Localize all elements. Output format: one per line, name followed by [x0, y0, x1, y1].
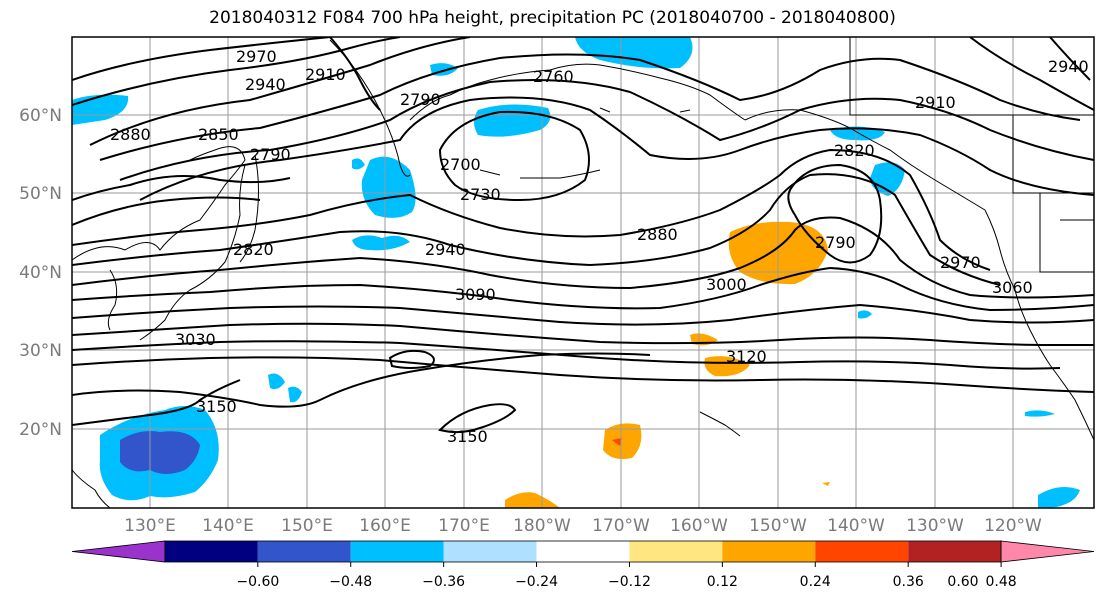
contour-label: 2700: [440, 155, 481, 174]
colorbar-segment: [722, 541, 816, 562]
lon-label: 120°W: [984, 516, 1042, 536]
colorbar-tick-label: 0.60: [947, 574, 978, 590]
precip-shading: [72, 37, 1080, 508]
colorbar-segment: [350, 541, 444, 562]
lon-label: 130°W: [906, 516, 964, 536]
contour-label: 2790: [250, 145, 291, 164]
lat-label: 30°N: [19, 341, 62, 361]
contour-label: 3150: [196, 397, 237, 416]
lon-label: 160°E: [359, 516, 411, 536]
contour-label: 2940: [245, 75, 286, 94]
colorbar-tick-label: −0.60: [236, 574, 279, 590]
colorbar-extension-high: [1000, 540, 1095, 563]
lon-label: 140°E: [202, 516, 254, 536]
contour-label: 2940: [1048, 57, 1089, 76]
lat-label: 40°N: [19, 263, 62, 283]
contour-label: 2910: [915, 93, 956, 112]
colorbar-tick-label: 0.24: [800, 574, 831, 590]
lon-label: 170°E: [438, 516, 490, 536]
contour-label: 2880: [637, 225, 678, 244]
contour-label: 2730: [460, 185, 501, 204]
contour-label: 2970: [236, 47, 277, 66]
contour-label: 2820: [834, 141, 875, 160]
contour-label: 2790: [815, 233, 856, 252]
colorbar-tick-label: 0.36: [893, 574, 924, 590]
map-border: [71, 36, 1095, 509]
lat-label: 20°N: [19, 420, 62, 440]
lon-label: 160°W: [670, 516, 728, 536]
colorbar-outline: [164, 540, 1002, 563]
lon-label: 140°W: [827, 516, 885, 536]
colorbar-tick-label: −0.12: [608, 574, 651, 590]
colorbar-segment: [908, 541, 1002, 562]
lat-label: 60°N: [19, 106, 62, 126]
contour-label: 2940: [425, 240, 466, 259]
map-title: 2018040312 F084 700 hPa height, precipit…: [209, 8, 896, 28]
colorbar-segment: [629, 541, 723, 562]
contour-label: 3060: [992, 278, 1033, 297]
contour-label: 3090: [455, 285, 496, 304]
lon-label: 170°W: [592, 516, 650, 536]
lon-label: 150°W: [749, 516, 807, 536]
contour-label: 2820: [233, 240, 274, 259]
contour-label: 3150: [447, 427, 488, 446]
lon-label: 130°E: [124, 516, 176, 536]
colorbar-segment: [815, 541, 909, 562]
contour-label: 3120: [726, 347, 767, 366]
latitude-labels: 60°N 50°N 40°N 30°N 20°N: [19, 106, 62, 440]
colorbar-tick-label: −0.36: [422, 574, 465, 590]
graticule: [72, 37, 1094, 508]
contour-label: 3000: [706, 275, 747, 294]
contour-label: 2880: [110, 125, 151, 144]
colorbar-tick-label: −0.24: [515, 574, 558, 590]
contour-label: 2910: [305, 65, 346, 84]
contour-label: 2760: [533, 67, 574, 86]
contour-label: 3030: [175, 330, 216, 349]
colorbar-tick-label: 0.48: [986, 574, 1017, 590]
colorbar-segment: [443, 541, 537, 562]
colorbar-segment: [536, 541, 630, 562]
colorbar-extension-low: [71, 540, 166, 563]
lon-label: 150°E: [281, 516, 333, 536]
colorbar: −0.60 −0.48 −0.36 −0.24 −0.12 0.12 0.24 …: [71, 540, 1095, 590]
colorbar-tick-label: 0.12: [707, 574, 738, 590]
contour-label: 2790: [400, 90, 441, 109]
colorbar-tick-label: −0.48: [329, 574, 372, 590]
longitude-labels: 130°E 140°E 150°E 160°E 170°E 180°W 170°…: [124, 516, 1042, 536]
contour-label: 2970: [940, 253, 981, 272]
lon-label: 180°W: [513, 516, 571, 536]
colorbar-segment: [257, 541, 351, 562]
contour-labels: 2970 2940 2910 2760 2790 2880 2850 2790 …: [110, 47, 1089, 446]
height-contours: [72, 37, 1094, 434]
contour-label: 2850: [198, 125, 239, 144]
lat-label: 50°N: [19, 184, 62, 204]
colorbar-segment: [164, 541, 258, 562]
